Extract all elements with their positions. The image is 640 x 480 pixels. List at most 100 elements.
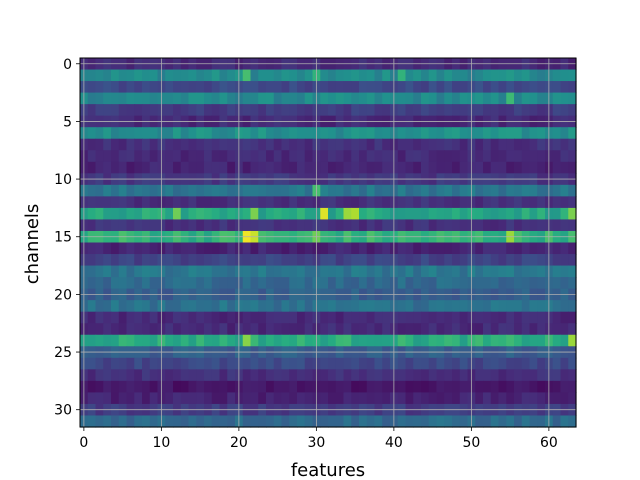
heatmap-cell [421, 161, 430, 174]
heatmap-cell [320, 219, 329, 232]
heatmap-cell [374, 300, 383, 313]
heatmap-cell [436, 161, 445, 174]
heatmap-cell [351, 265, 360, 278]
heatmap-cell [335, 207, 345, 221]
heatmap-cell [483, 265, 492, 278]
heatmap-cell [134, 207, 143, 221]
heatmap-cell [537, 81, 546, 94]
heatmap-cell [266, 369, 275, 382]
heatmap-cell [514, 81, 523, 94]
heatmap-cell [382, 254, 391, 267]
heatmap-cell [568, 184, 577, 197]
heatmap-cell [351, 380, 360, 394]
heatmap-cell [196, 196, 205, 209]
heatmap-cell [281, 392, 290, 405]
heatmap-cell [374, 161, 383, 174]
heatmap-cell [483, 184, 492, 197]
heatmap-cell [204, 311, 213, 324]
heatmap-cell [428, 300, 438, 313]
heatmap-cell [405, 242, 414, 255]
heatmap-cell [343, 334, 352, 347]
heatmap-cell [328, 265, 337, 278]
y-tick-label: 25 [54, 345, 72, 361]
heatmap-cell [142, 196, 151, 209]
heatmap-cell [250, 300, 259, 313]
heatmap-cell [421, 265, 430, 278]
heatmap-cell [289, 265, 298, 278]
heatmap-cell [413, 207, 422, 221]
heatmap-cell [304, 138, 314, 151]
heatmap-cell [188, 161, 197, 174]
heatmap-cell [273, 196, 283, 209]
heatmap-cell [188, 254, 197, 267]
heatmap-cell [506, 196, 515, 209]
heatmap-cell [475, 184, 484, 197]
heatmap-cell [335, 265, 345, 278]
heatmap-cell [188, 323, 197, 336]
heatmap-cell [126, 69, 135, 82]
heatmap-cell [529, 69, 538, 82]
heatmap-cell [359, 219, 368, 232]
heatmap-cell [374, 311, 383, 324]
heatmap-cell [111, 392, 120, 405]
heatmap-cell [103, 127, 112, 140]
heatmap-cell [180, 392, 190, 405]
heatmap-cell [173, 104, 182, 117]
heatmap-cell [320, 196, 329, 209]
heatmap-cell [289, 254, 298, 267]
heatmap-cell [180, 357, 190, 370]
heatmap-cell [211, 127, 221, 140]
heatmap-cell [560, 92, 569, 105]
heatmap-cell [374, 380, 383, 394]
heatmap-cell [188, 81, 197, 94]
heatmap-cell [560, 69, 569, 82]
heatmap-cell [490, 265, 500, 278]
heatmap-cell [196, 323, 205, 336]
heatmap-cell [529, 219, 538, 232]
heatmap-cell [304, 104, 314, 117]
heatmap-cell [328, 254, 337, 267]
heatmap-cell [173, 138, 182, 151]
heatmap-cell [560, 150, 569, 163]
heatmap-cell [459, 104, 469, 117]
heatmap-cell [552, 300, 562, 313]
heatmap-cell [552, 242, 562, 255]
heatmap-cell [219, 242, 228, 255]
heatmap-cell [521, 69, 531, 82]
heatmap-cell [498, 277, 507, 290]
heatmap-cell [351, 277, 360, 290]
heatmap-cell [165, 334, 174, 347]
heatmap-cell [304, 161, 314, 174]
heatmap-cell [405, 219, 414, 232]
heatmap-cell [428, 104, 438, 117]
heatmap-cell [514, 196, 523, 209]
heatmap-cell [118, 207, 128, 221]
heatmap-cell [242, 92, 252, 105]
heatmap-cell [428, 323, 438, 336]
heatmap-cell [134, 219, 143, 232]
heatmap-cell [180, 196, 190, 209]
heatmap-cell [173, 69, 182, 82]
heatmap-cell [452, 380, 461, 394]
heatmap-cell [188, 334, 197, 347]
heatmap-cell [529, 242, 538, 255]
heatmap-cell [180, 254, 190, 267]
heatmap-cell [134, 127, 143, 140]
heatmap-cell [514, 334, 523, 347]
heatmap-cell [304, 369, 314, 382]
heatmap-cell [126, 104, 135, 117]
heatmap-cell [142, 254, 151, 267]
heatmap-cell [514, 92, 523, 105]
heatmap-cell [351, 92, 360, 105]
heatmap-cell [374, 184, 383, 197]
heatmap-cell [188, 69, 197, 82]
heatmap-cell [142, 369, 151, 382]
y-tick-label: 30 [54, 403, 72, 419]
heatmap-cell [436, 380, 445, 394]
heatmap-cell [250, 369, 259, 382]
heatmap-cell [514, 392, 523, 405]
heatmap-cell [266, 242, 275, 255]
heatmap-cell [219, 323, 228, 336]
heatmap-cell [227, 369, 236, 382]
heatmap-cell [374, 415, 383, 428]
